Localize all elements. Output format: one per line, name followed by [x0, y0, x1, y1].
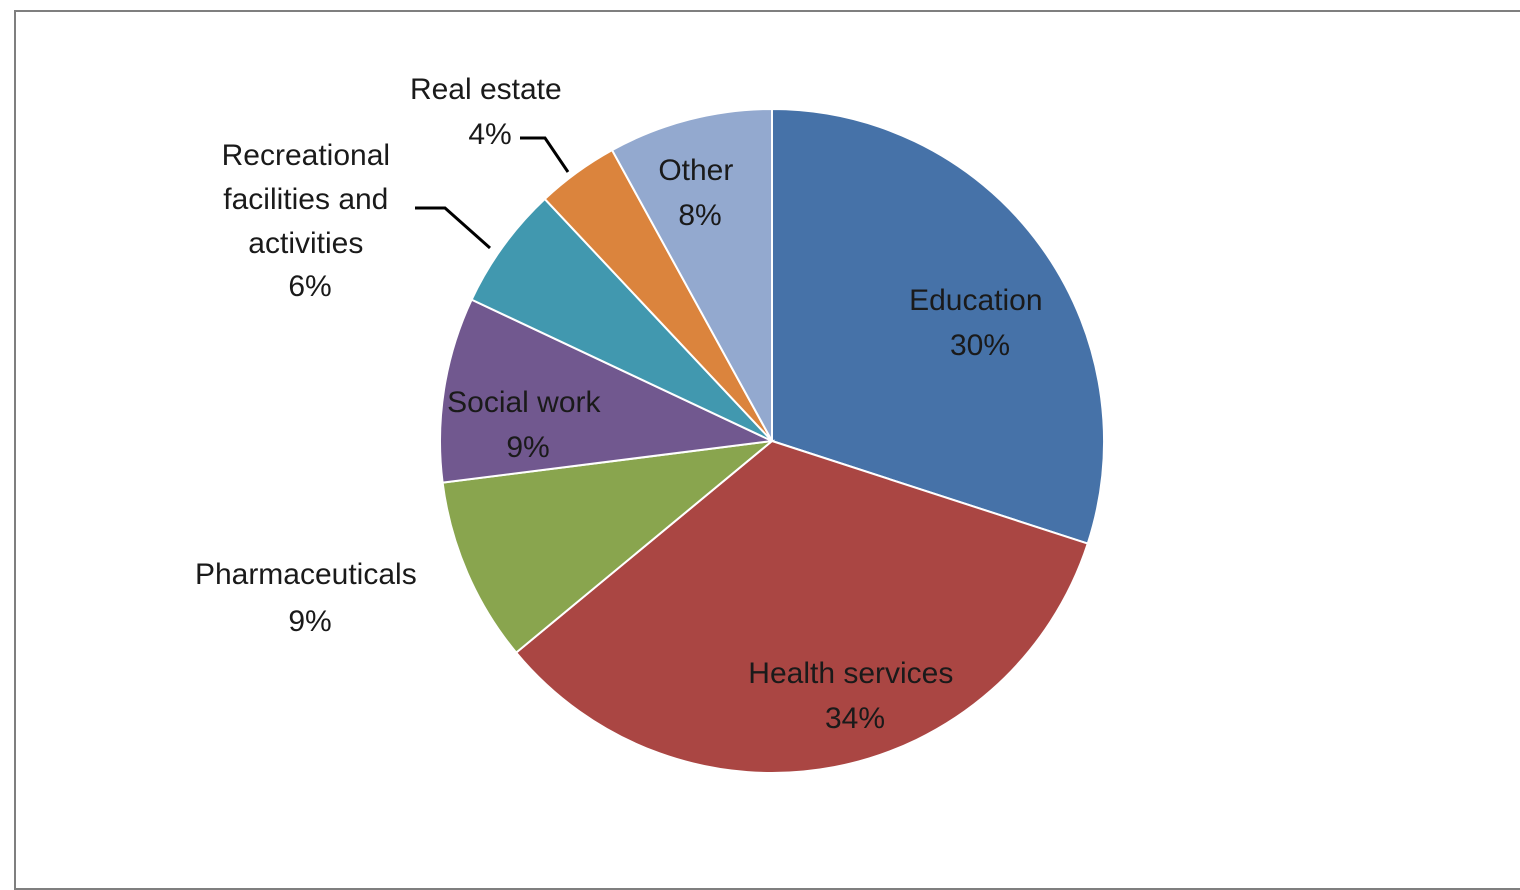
leader-line-real-estate [520, 136, 570, 173]
slice-name-other: Other [658, 154, 733, 187]
slice-pct-other: 8% [678, 199, 721, 232]
pie-slice-other [610, 107, 773, 442]
pie-slice-education [771, 107, 1105, 545]
slice-name-recreational-line-1: Recreational [222, 139, 390, 172]
pie-chart: Education 30% Health services 34% Pharma… [195, 73, 1105, 774]
slice-name-health-services: Health services [748, 657, 953, 690]
slice-name-social-work: Social work [447, 386, 601, 419]
slice-label-pharmaceuticals: Pharmaceuticals 9% [195, 558, 425, 638]
pie-slice-recreational-facilities-and-activities [470, 197, 773, 442]
leader-line-recreational [415, 206, 491, 250]
slice-labels: Education 30% Health services 34% Pharma… [195, 73, 1051, 735]
slice-label-recreational: Recreational facilities and activities 6… [222, 139, 399, 303]
slice-label-other: Other 8% [658, 154, 741, 232]
pie-slice-health-services [514, 439, 1090, 774]
slice-pct-pharmaceuticals: 9% [288, 605, 331, 638]
slice-label-social-work: Social work 9% [447, 386, 609, 464]
slice-pct-recreational: 6% [288, 270, 331, 303]
slice-pct-social-work: 9% [506, 431, 549, 464]
slice-label-education: Education 30% [909, 284, 1051, 362]
pie-slice-social-work [439, 298, 776, 484]
slice-name-real-estate: Real estate [410, 73, 562, 106]
slice-pct-real-estate: 4% [468, 118, 511, 151]
slice-label-real-estate: Real estate 4% [410, 73, 570, 151]
slice-label-health-services: Health services 34% [748, 657, 961, 735]
slice-pct-health-services: 34% [825, 702, 885, 735]
slice-name-recreational-line-3: activities [248, 227, 363, 260]
slice-name-recreational-line-2: facilities and [223, 183, 388, 216]
pie-slices [439, 107, 1105, 774]
pie-slice-pharmaceuticals [441, 439, 776, 655]
slice-name-pharmaceuticals: Pharmaceuticals [195, 558, 417, 591]
slice-name-education: Education [909, 284, 1042, 317]
slice-pct-education: 30% [950, 329, 1010, 362]
